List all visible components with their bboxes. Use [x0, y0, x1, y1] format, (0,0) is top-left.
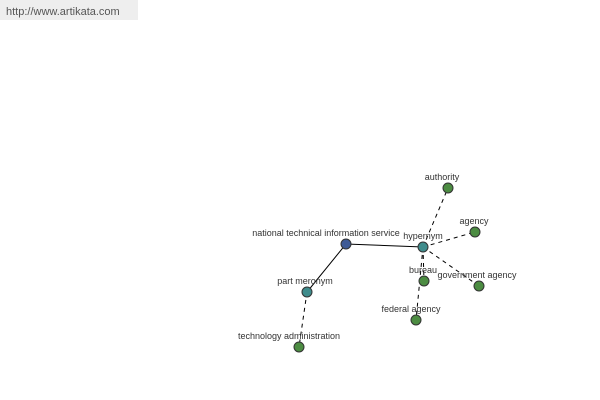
edge [306, 243, 347, 293]
node[interactable] [417, 241, 429, 253]
node-label: agency [459, 216, 489, 226]
edge [422, 231, 476, 248]
edge [422, 246, 425, 282]
node[interactable] [293, 341, 305, 353]
node-label: national technical information service [252, 228, 400, 238]
node[interactable] [340, 238, 352, 250]
edge [422, 187, 449, 248]
node[interactable] [418, 275, 430, 287]
node[interactable] [442, 182, 454, 194]
node-label: technology administration [238, 331, 340, 341]
node[interactable] [469, 226, 481, 238]
node[interactable] [473, 280, 485, 292]
edge [422, 246, 480, 287]
node-label: hypernym [403, 231, 443, 241]
edge [298, 291, 308, 348]
node-label: authority [425, 172, 460, 182]
edge [345, 243, 424, 248]
node-label: part meronym [277, 276, 333, 286]
node-label: government agency [437, 270, 517, 280]
node[interactable] [410, 314, 422, 326]
url-box [0, 0, 138, 20]
node-label: bureau [409, 265, 437, 275]
node-label: federal agency [381, 304, 441, 314]
node[interactable] [301, 286, 313, 298]
url[interactable]: http://www.artikata.com [6, 6, 120, 18]
